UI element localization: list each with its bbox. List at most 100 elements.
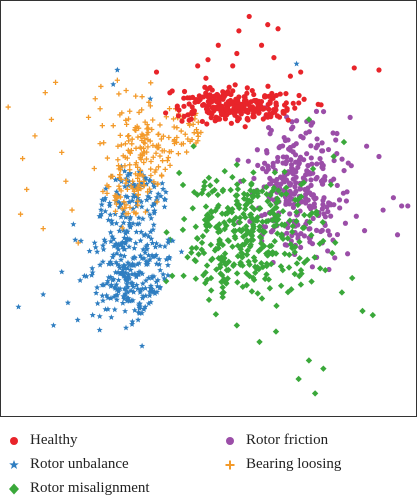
point-rotor-unbalance — [121, 234, 128, 241]
point-rotor-misalignment — [330, 153, 337, 160]
point-rotor-friction — [313, 145, 319, 151]
point-rotor-misalignment — [249, 192, 256, 200]
point-rotor-friction — [334, 182, 340, 189]
point-bearing-loosing — [141, 183, 147, 189]
point-rotor-misalignment — [208, 287, 215, 294]
point-rotor-misalignment — [220, 254, 228, 262]
point-rotor-unbalance — [91, 239, 98, 246]
point-rotor-unbalance — [103, 292, 110, 299]
point-rotor-misalignment — [217, 270, 224, 277]
point-rotor-unbalance — [136, 300, 143, 307]
point-healthy — [244, 107, 250, 113]
point-rotor-unbalance — [150, 221, 157, 228]
point-rotor-friction — [293, 159, 299, 165]
point-bearing-loosing — [147, 138, 153, 144]
point-rotor-unbalance — [130, 220, 137, 227]
point-rotor-unbalance — [96, 326, 103, 333]
point-rotor-misalignment — [301, 211, 308, 219]
point-rotor-misalignment — [291, 270, 298, 278]
point-bearing-loosing — [125, 116, 132, 122]
point-bearing-loosing — [110, 123, 116, 129]
point-rotor-unbalance — [119, 299, 126, 306]
point-healthy — [234, 50, 240, 57]
point-rotor-unbalance — [138, 310, 145, 316]
point-rotor-misalignment — [219, 293, 226, 301]
point-rotor-misalignment — [359, 307, 366, 315]
point-rotor-unbalance — [133, 281, 140, 288]
point-bearing-loosing — [154, 181, 160, 187]
point-rotor-unbalance — [143, 243, 150, 250]
point-rotor-unbalance — [124, 283, 131, 290]
point-healthy — [261, 94, 268, 100]
point-bearing-loosing — [129, 136, 135, 142]
point-bearing-loosing — [127, 149, 133, 155]
point-rotor-unbalance — [99, 258, 106, 265]
legend-item-healthy: Healthy — [6, 432, 77, 449]
point-bearing-loosing — [97, 106, 103, 112]
point-rotor-friction — [262, 211, 268, 218]
point-rotor-misalignment — [240, 177, 247, 184]
point-rotor-friction — [310, 215, 316, 222]
point-bearing-loosing — [118, 176, 124, 182]
point-rotor-unbalance — [110, 276, 117, 282]
point-rotor-unbalance — [131, 254, 138, 260]
point-bearing-loosing — [148, 158, 154, 165]
point-rotor-friction — [331, 176, 337, 182]
point-rotor-misalignment — [250, 206, 258, 213]
point-rotor-friction — [308, 143, 314, 149]
point-rotor-misalignment — [289, 222, 296, 230]
point-bearing-loosing — [155, 145, 161, 151]
point-rotor-unbalance — [105, 216, 112, 223]
point-rotor-unbalance — [162, 196, 169, 203]
point-bearing-loosing — [160, 133, 167, 139]
point-healthy — [236, 28, 242, 34]
point-rotor-unbalance — [122, 308, 129, 314]
point-rotor-misalignment — [258, 259, 265, 267]
point-rotor-unbalance — [129, 297, 136, 303]
point-rotor-friction — [293, 118, 300, 124]
point-rotor-unbalance — [129, 261, 136, 268]
point-rotor-unbalance — [143, 258, 150, 265]
point-rotor-unbalance — [98, 206, 105, 213]
point-rotor-misalignment — [281, 168, 288, 175]
point-rotor-unbalance — [70, 221, 77, 227]
point-bearing-loosing — [190, 121, 196, 127]
point-bearing-loosing — [135, 192, 141, 198]
point-rotor-unbalance — [146, 288, 153, 295]
point-bearing-loosing — [122, 141, 128, 147]
point-rotor-friction — [345, 160, 351, 166]
point-rotor-unbalance — [116, 262, 123, 269]
point-rotor-unbalance — [101, 236, 108, 243]
point-rotor-friction — [260, 223, 266, 230]
point-rotor-unbalance — [122, 290, 129, 297]
point-bearing-loosing — [142, 135, 148, 141]
point-bearing-loosing — [114, 77, 120, 83]
point-rotor-unbalance — [121, 265, 128, 271]
point-rotor-friction — [305, 171, 312, 177]
point-bearing-loosing — [145, 130, 151, 136]
point-rotor-misalignment — [256, 223, 263, 230]
point-rotor-misalignment — [258, 295, 266, 302]
point-rotor-friction — [306, 226, 312, 232]
point-rotor-misalignment — [195, 251, 202, 258]
point-bearing-loosing — [115, 157, 121, 163]
point-rotor-friction — [274, 181, 280, 187]
point-rotor-unbalance — [113, 296, 120, 303]
point-rotor-misalignment — [267, 191, 274, 199]
point-healthy — [214, 91, 220, 98]
point-rotor-friction — [283, 201, 289, 207]
point-rotor-misalignment — [320, 365, 327, 372]
point-rotor-unbalance — [157, 267, 164, 273]
point-bearing-loosing — [150, 154, 156, 160]
point-rotor-misalignment — [219, 187, 226, 195]
point-rotor-unbalance — [129, 321, 136, 327]
point-rotor-friction — [341, 167, 347, 174]
point-rotor-misalignment — [190, 143, 197, 150]
point-bearing-loosing — [166, 106, 173, 112]
point-rotor-misalignment — [206, 182, 214, 189]
point-rotor-unbalance — [40, 291, 47, 298]
point-rotor-misalignment — [284, 235, 291, 242]
point-bearing-loosing — [126, 138, 132, 144]
point-rotor-unbalance — [161, 243, 168, 250]
point-healthy — [276, 114, 283, 120]
